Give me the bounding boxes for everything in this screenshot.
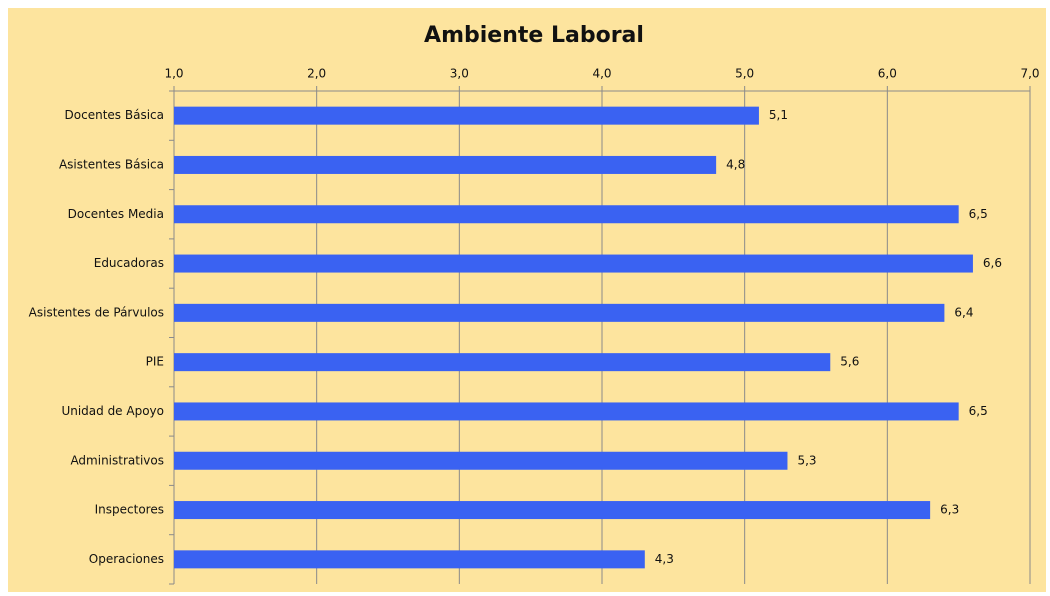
chart-background bbox=[8, 8, 1046, 592]
y-tick-label: Administrativos bbox=[70, 453, 164, 467]
y-tick-label: Docentes Básica bbox=[65, 108, 164, 122]
y-tick-label: PIE bbox=[146, 355, 164, 369]
y-tick-label: Operaciones bbox=[89, 552, 164, 566]
data-label: 6,4 bbox=[954, 305, 973, 319]
data-label: 5,3 bbox=[797, 453, 816, 467]
bar bbox=[174, 155, 717, 174]
y-tick-label: Inspectores bbox=[95, 503, 164, 517]
bar bbox=[174, 353, 831, 372]
x-tick-label: 6,0 bbox=[878, 67, 897, 81]
data-label: 4,8 bbox=[726, 157, 745, 171]
data-label: 6,5 bbox=[969, 404, 988, 418]
x-tick-label: 5,0 bbox=[735, 67, 754, 81]
x-tick-label: 3,0 bbox=[450, 67, 469, 81]
y-tick-label: Unidad de Apoyo bbox=[61, 404, 164, 418]
chart-title: Ambiente Laboral bbox=[424, 23, 644, 48]
x-tick-label: 7,0 bbox=[1020, 67, 1039, 81]
bar bbox=[174, 451, 788, 470]
data-label: 4,3 bbox=[655, 552, 674, 566]
data-label: 6,6 bbox=[983, 256, 1002, 270]
bar bbox=[174, 106, 759, 125]
data-label: 5,1 bbox=[769, 108, 788, 122]
x-tick-label: 4,0 bbox=[592, 67, 611, 81]
y-tick-label: Educadoras bbox=[94, 256, 164, 270]
y-tick-label: Asistentes Básica bbox=[59, 157, 164, 171]
data-label: 5,6 bbox=[840, 355, 859, 369]
data-label: 6,5 bbox=[969, 207, 988, 221]
bar bbox=[174, 205, 959, 224]
data-label: 6,3 bbox=[940, 503, 959, 517]
bar bbox=[174, 303, 945, 322]
y-tick-label: Docentes Media bbox=[68, 207, 164, 221]
x-tick-label: 2,0 bbox=[307, 67, 326, 81]
bar bbox=[174, 501, 931, 520]
bar bbox=[174, 402, 959, 421]
bar bbox=[174, 550, 645, 569]
bar bbox=[174, 254, 973, 273]
x-tick-label: 1,0 bbox=[164, 67, 183, 81]
y-tick-label: Asistentes de Párvulos bbox=[29, 305, 164, 319]
